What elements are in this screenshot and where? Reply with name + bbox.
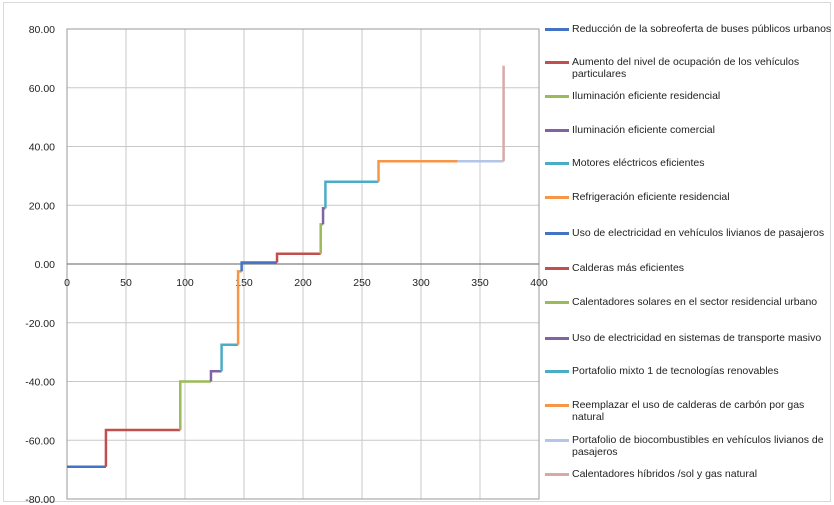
series-line-8 xyxy=(275,252,321,263)
series-line-4 xyxy=(209,369,222,382)
series-line-9 xyxy=(319,223,324,254)
legend-swatch xyxy=(545,162,569,165)
legend-label: Uso de electricidad en vehículos liviano… xyxy=(572,227,825,239)
legend-label: Reducción de la sobreoferta de buses púb… xyxy=(572,23,832,35)
legend-swatch xyxy=(545,404,569,407)
legend-label: Calentadores solares en el sector reside… xyxy=(572,296,818,308)
y-tick-label: -20.00 xyxy=(25,318,55,330)
series-line-2 xyxy=(104,428,181,467)
series-line-11 xyxy=(324,180,379,209)
legend-label: Calentadores híbridos /sol y gas natural xyxy=(572,468,758,480)
x-tick-label: 100 xyxy=(176,277,194,289)
x-tick-label: 0 xyxy=(64,277,70,289)
legend-label: Aumento del nivel de ocupación de los ve… xyxy=(572,56,800,80)
x-tick-label: 350 xyxy=(471,277,489,289)
legend-swatch xyxy=(545,370,569,373)
y-tick-label: -60.00 xyxy=(25,435,55,447)
y-tick-label: 0.00 xyxy=(35,259,56,271)
legend-label: Reemplazar el uso de calderas de carbón … xyxy=(572,399,805,423)
legend-swatch xyxy=(545,196,569,199)
y-tick-label: -40.00 xyxy=(25,377,55,389)
legend-label: Motores eléctricos eficientes xyxy=(572,157,705,169)
legend-swatch xyxy=(545,439,569,442)
legend-swatch xyxy=(545,28,569,31)
x-tick-label: 200 xyxy=(294,277,312,289)
y-tick-label: 80.00 xyxy=(29,24,55,36)
legend-label: Iluminación eficiente residencial xyxy=(572,90,721,102)
x-tick-label: 150 xyxy=(235,277,253,289)
y-tick-label: 40.00 xyxy=(29,142,55,154)
series-line-6 xyxy=(236,270,242,345)
legend-swatch xyxy=(545,129,569,132)
y-tick-label: 20.00 xyxy=(29,200,55,212)
x-tick-label: 400 xyxy=(530,277,548,289)
legend-swatch xyxy=(545,473,569,476)
x-tick-label: 250 xyxy=(353,277,371,289)
series-line-3 xyxy=(179,380,211,430)
legend-swatch xyxy=(545,301,569,304)
legend-label: Uso de electricidad en sistemas de trans… xyxy=(572,332,822,344)
y-tick-label: 60.00 xyxy=(29,83,55,95)
legend-label: Portafolio de biocombustibles en vehícul… xyxy=(572,434,824,458)
legend-label: Portafolio mixto 1 de tecnologías renova… xyxy=(572,365,779,377)
legend-swatch xyxy=(545,95,569,98)
legend-label: Refrigeración eficiente residencial xyxy=(572,191,730,203)
chart-frame xyxy=(3,2,831,502)
legend-swatch xyxy=(545,61,569,64)
legend-swatch xyxy=(545,337,569,340)
legend-swatch xyxy=(545,232,569,235)
y-tick-label: -80.00 xyxy=(25,494,55,505)
legend-label: Iluminación eficiente comercial xyxy=(572,124,715,136)
series-line-5 xyxy=(220,343,239,372)
series-line-7 xyxy=(240,261,278,272)
x-tick-label: 300 xyxy=(412,277,430,289)
legend-swatch xyxy=(545,267,569,270)
legend-label: Calderas más eficientes xyxy=(572,262,685,274)
series-line-12 xyxy=(377,159,458,182)
x-tick-label: 50 xyxy=(120,277,132,289)
series-line-10 xyxy=(321,206,326,225)
